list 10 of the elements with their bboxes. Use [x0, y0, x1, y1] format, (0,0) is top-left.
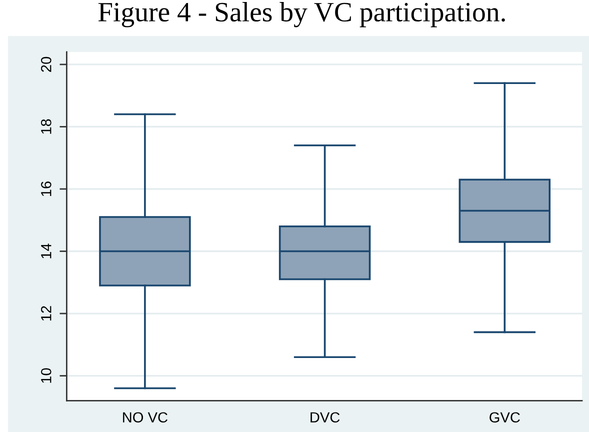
y-tick-label: 20	[40, 56, 52, 72]
x-tick-label: DVC	[310, 412, 340, 423]
x-tick-label: NO VC	[123, 412, 168, 423]
y-tick-label: 18	[40, 119, 52, 134]
y-tick-label: 10	[40, 368, 52, 383]
y-tick-label: 14	[41, 244, 52, 258]
y-tick-label: 16	[40, 182, 52, 196]
chart-title: Figure 4 - Sales by VC participation.	[98, 2, 505, 28]
y-tick-label: 12	[40, 306, 52, 321]
x-tick-label: GVC	[490, 412, 520, 423]
